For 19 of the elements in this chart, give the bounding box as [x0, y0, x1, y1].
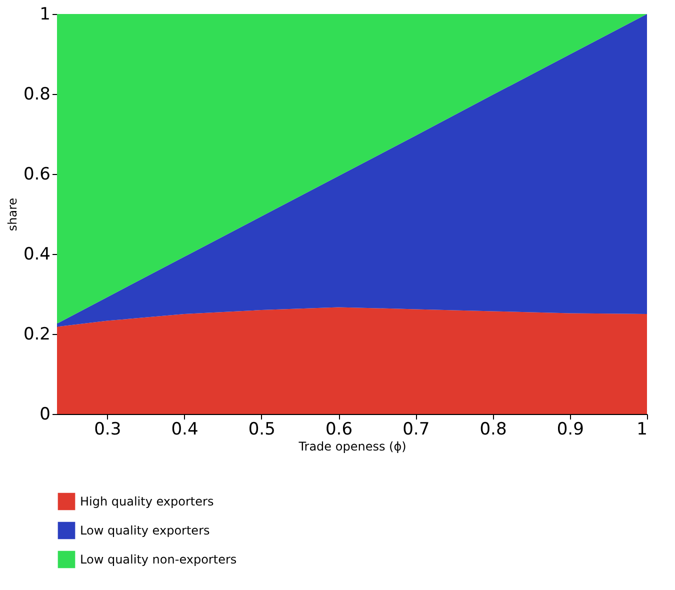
x-tick-label: 1	[636, 420, 648, 440]
legend-label: Low quality exporters	[80, 524, 210, 538]
x-tick-label: 0.6	[325, 420, 353, 440]
x-tick-label: 0.8	[480, 420, 507, 440]
x-tick-label: 0.9	[556, 420, 584, 440]
x-tick-label: 0.5	[248, 420, 276, 440]
x-tick-label: 0.4	[171, 420, 198, 440]
y-axis-title: share	[5, 198, 20, 232]
legend-label: High quality exporters	[80, 494, 214, 508]
y-tick-label: 0.6	[23, 164, 50, 184]
x-tick-label: 0.7	[402, 420, 430, 440]
y-tick-label: 0	[40, 404, 50, 424]
x-tick-label: 0.3	[94, 420, 122, 440]
y-tick-label: 1	[40, 4, 50, 24]
y-tick-label: 0.8	[23, 84, 50, 104]
legend-label: Low quality non-exporters	[80, 552, 237, 566]
x-axis-title: Trade openess (ϕ)	[298, 440, 406, 454]
y-tick-label: 0.4	[23, 244, 50, 264]
y-tick-label: 0.2	[23, 324, 50, 344]
